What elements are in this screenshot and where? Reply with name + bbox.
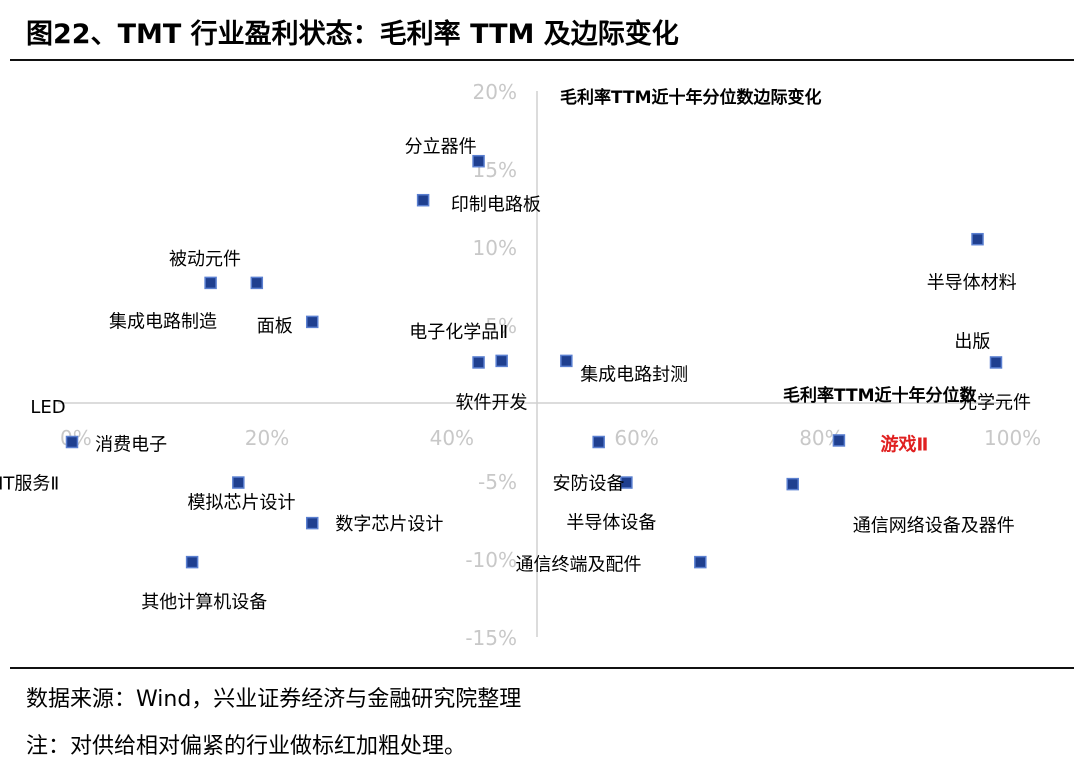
point-label: 集成电路封测	[580, 364, 688, 385]
data-point	[495, 354, 508, 368]
point-label: 集成电路制造	[109, 311, 217, 332]
point-label: 模拟芯片设计	[188, 492, 296, 513]
source-note: 数据来源：Wind，兴业证券经济与金融研究院整理	[26, 687, 522, 712]
chart-axes	[58, 91, 1010, 637]
data-point	[472, 356, 485, 369]
point-label: 面板	[257, 316, 293, 337]
x-tick-label: 40%	[430, 426, 474, 450]
point-label: 半导体设备	[566, 513, 656, 534]
data-point	[620, 476, 633, 489]
x-tick-label: 60%	[614, 426, 658, 450]
data-point	[232, 476, 245, 489]
point-label: 安防设备	[552, 474, 624, 495]
figure-title: 图22、TMT 行业盈利状态：毛利率 TTM 及边际变化	[26, 19, 679, 50]
point-label: 软件开发	[455, 392, 527, 413]
data-point	[989, 356, 1003, 369]
y-tick-label: 20%	[473, 80, 517, 104]
data-point	[250, 276, 264, 290]
x-tick-label: 100%	[984, 426, 1041, 450]
data-point	[832, 434, 846, 447]
footer-divider	[10, 667, 1074, 669]
data-point	[416, 193, 430, 207]
data-point	[65, 435, 79, 449]
y-tick-label: -5%	[478, 470, 517, 494]
y-tick-label: -15%	[465, 626, 517, 650]
point-label: 半导体材料	[927, 272, 1017, 293]
data-point	[204, 276, 217, 290]
point-label: 印制电路板	[451, 194, 541, 215]
point-label: 消费电子	[95, 435, 167, 456]
point-label: 游戏Ⅱ	[881, 434, 929, 456]
point-label: 光学元件	[959, 392, 1031, 413]
data-point	[694, 555, 707, 569]
y-tick-label: 5%	[485, 314, 517, 338]
data-point	[472, 154, 485, 168]
title-divider	[10, 59, 1074, 61]
x-tick-label: 20%	[245, 426, 289, 450]
data-point	[305, 516, 319, 530]
y-tick-labels: 20%15%10%5%-5%-10%-15%	[465, 80, 517, 650]
point-label: 分立器件	[405, 137, 477, 158]
x-tick-labels: 0%20%40%60%80%100%	[60, 426, 1041, 450]
point-label: 被动元件	[169, 249, 241, 270]
point-label: 出版	[954, 332, 990, 353]
point-label: IT服务Ⅱ	[0, 474, 59, 495]
data-point	[786, 477, 799, 491]
point-label: 数字芯片设计	[335, 514, 443, 535]
data-point	[560, 354, 573, 368]
point-label: 其他计算机设备	[141, 592, 267, 613]
point-label: 通信网络设备及器件	[853, 516, 1015, 537]
data-point	[971, 232, 984, 246]
point-label: 电子化学品Ⅱ	[409, 322, 508, 343]
data-points	[65, 154, 1003, 569]
data-point	[305, 315, 319, 329]
highlight-note: 注：对供给相对偏紧的行业做标红加粗处理。	[26, 734, 467, 759]
point-label: LED	[30, 397, 65, 418]
x-axis-label: 毛利率TTM近十年分位数	[783, 385, 977, 406]
data-point	[185, 555, 199, 569]
y-axis-label: 毛利率TTM近十年分位数边际变化	[560, 87, 822, 108]
data-point	[592, 435, 605, 449]
point-label: 通信终端及配件	[516, 555, 642, 576]
y-tick-label: 10%	[473, 236, 517, 260]
y-tick-label: -10%	[465, 548, 517, 572]
